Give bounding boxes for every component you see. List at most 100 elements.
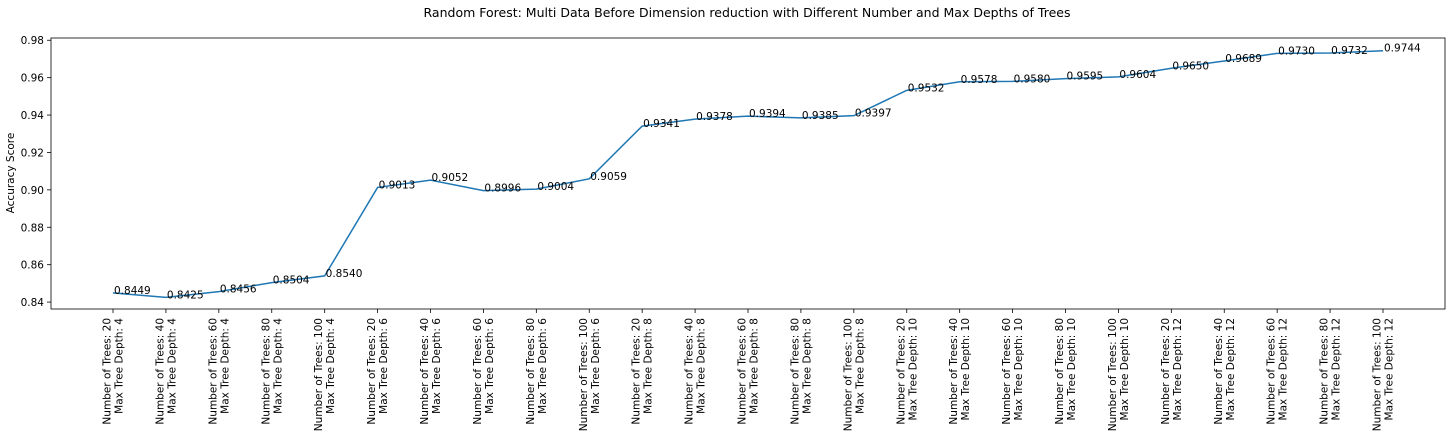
- x-tick-label: Number of Trees: 40Max Tree Depth: 8: [684, 318, 708, 425]
- data-label: 0.9689: [1225, 53, 1262, 65]
- data-label: 0.8996: [484, 183, 521, 195]
- data-label: 0.9580: [1014, 73, 1051, 85]
- x-tick-label: Number of Trees: 40Max Tree Depth: 10: [948, 318, 972, 425]
- x-tick-label: Number of Trees: 60Max Tree Depth: 8: [737, 318, 761, 425]
- data-label: 0.9604: [1119, 69, 1156, 81]
- x-tick-label: Number of Trees: 60Max Tree Depth: 4: [207, 318, 231, 425]
- x-tick-label-line: Number of Trees: 80: [260, 318, 272, 425]
- x-tick-label-line: Max Tree Depth: 8: [854, 318, 866, 414]
- x-tick-label: Number of Trees: 60Max Tree Depth: 10: [1001, 318, 1025, 425]
- x-tick-label-line: Number of Trees: 20: [102, 318, 114, 425]
- x-tick-label-line: Max Tree Depth: 4: [114, 318, 126, 414]
- data-label: 0.8456: [220, 284, 257, 296]
- data-label: 0.9744: [1384, 43, 1421, 55]
- y-tick-label: 0.92: [21, 147, 44, 159]
- data-label: 0.9397: [855, 108, 892, 120]
- x-tick-label: Number of Trees: 60Max Tree Depth: 12: [1266, 318, 1290, 425]
- data-label: 0.9052: [432, 172, 469, 184]
- x-tick-label: Number of Trees: 100Max Tree Depth: 6: [578, 318, 602, 432]
- x-tick-label: Number of Trees: 80Max Tree Depth: 8: [789, 318, 813, 425]
- data-label: 0.8449: [114, 285, 151, 297]
- data-label: 0.9532: [908, 82, 945, 94]
- x-tick-label: Number of Trees: 100Max Tree Depth: 12: [1372, 318, 1396, 431]
- x-tick-label-line: Number of Trees: 80: [789, 318, 801, 425]
- data-label: 0.9341: [643, 118, 680, 130]
- data-label: 0.9578: [961, 74, 998, 86]
- y-tick-label: 0.84: [21, 297, 45, 309]
- x-tick-label-line: Number of Trees: 60: [737, 318, 749, 425]
- x-tick-label-line: Number of Trees: 80: [1054, 318, 1066, 425]
- x-tick-label-line: Number of Trees: 40: [154, 318, 166, 425]
- x-tick-label-line: Number of Trees: 60: [207, 318, 219, 425]
- x-tick-label: Number of Trees: 100Max Tree Depth: 4: [313, 318, 337, 432]
- x-tick-label-line: Max Tree Depth: 12: [1172, 318, 1184, 420]
- data-label: 0.9013: [379, 179, 416, 191]
- y-axis-label: Accuracy Score: [5, 133, 17, 214]
- x-tick-label-line: Max Tree Depth: 6: [378, 318, 390, 414]
- x-tick-label: Number of Trees: 80Max Tree Depth: 6: [525, 318, 549, 425]
- data-label: 0.9730: [1278, 45, 1315, 57]
- data-label: 0.9059: [590, 171, 627, 183]
- data-label: 0.8540: [326, 268, 363, 280]
- x-tick-label-line: Number of Trees: 40: [948, 318, 960, 425]
- x-tick-label: Number of Trees: 80Max Tree Depth: 4: [260, 318, 284, 425]
- data-labels: 0.8449 0.8425 0.8456 0.8504 0.8540 0.9013 0.90…: [114, 43, 1421, 302]
- x-tick-label-line: Number of Trees: 40: [419, 318, 431, 425]
- x-tick-label-line: Max Tree Depth: 12: [1278, 318, 1290, 420]
- y-tick-label: 0.90: [21, 185, 44, 197]
- x-tick-label: Number of Trees: 40Max Tree Depth: 12: [1213, 318, 1237, 425]
- x-tick-label-line: Number of Trees: 40: [1213, 318, 1225, 425]
- x-tick-label-line: Number of Trees: 20: [366, 318, 378, 425]
- plot-frame: [50, 37, 1446, 310]
- data-label: 0.8425: [167, 289, 204, 301]
- x-tick-label: Number of Trees: 100Max Tree Depth: 10: [1107, 318, 1131, 431]
- data-label: 0.9385: [802, 110, 839, 122]
- x-tick-label: Number of Trees: 40Max Tree Depth: 6: [419, 318, 443, 425]
- x-tick-label-line: Max Tree Depth: 8: [643, 318, 655, 414]
- x-tick-label: Number of Trees: 100Max Tree Depth: 8: [842, 318, 866, 431]
- x-tick-label-line: Number of Trees: 40: [684, 318, 696, 425]
- x-tick-label-line: Number of Trees: 60: [1001, 318, 1013, 425]
- x-tick-label: Number of Trees: 80Max Tree Depth: 12: [1319, 318, 1343, 425]
- x-tick-label-line: Max Tree Depth: 10: [1119, 318, 1131, 420]
- x-tick-label-line: Number of Trees: 100: [842, 318, 854, 431]
- x-tick-label-line: Max Tree Depth: 6: [484, 318, 496, 414]
- x-tick-label: Number of Trees: 20Max Tree Depth: 4: [102, 318, 126, 425]
- x-tick-label-line: Max Tree Depth: 4: [166, 318, 178, 414]
- x-tick-label-line: Max Tree Depth: 6: [431, 318, 443, 414]
- y-tick-label: 0.98: [21, 35, 44, 47]
- data-label: 0.9650: [1172, 60, 1209, 72]
- x-tick-label-line: Number of Trees: 100: [313, 318, 325, 431]
- x-axis: Number of Trees: 20Max Tree Depth: 4 Numb…: [102, 309, 1396, 431]
- data-label: 0.9378: [696, 111, 733, 123]
- x-tick-label-line: Max Tree Depth: 4: [272, 318, 284, 414]
- data-label: 0.9004: [537, 181, 574, 193]
- x-tick-label-line: Max Tree Depth: 4: [325, 318, 337, 414]
- x-tick-label-line: Max Tree Depth: 6: [590, 318, 602, 414]
- x-tick-label-line: Max Tree Depth: 10: [960, 318, 972, 420]
- x-tick-label: Number of Trees: 80Max Tree Depth: 10: [1054, 318, 1078, 425]
- x-tick-label-line: Max Tree Depth: 10: [1066, 318, 1078, 420]
- chart-title: Random Forest: Multi Data Before Dimensi…: [424, 5, 1071, 20]
- x-tick-label-line: Number of Trees: 100: [1372, 318, 1384, 431]
- x-tick-label: Number of Trees: 20Max Tree Depth: 12: [1160, 318, 1184, 425]
- x-tick-label: Number of Trees: 20Max Tree Depth: 6: [366, 318, 390, 425]
- data-label: 0.8504: [273, 275, 310, 287]
- x-tick-label-line: Number of Trees: 20: [895, 318, 907, 425]
- x-tick-label-line: Max Tree Depth: 10: [907, 318, 919, 420]
- x-tick-label-line: Number of Trees: 60: [1266, 318, 1278, 425]
- x-tick-label-line: Number of Trees: 80: [525, 318, 537, 425]
- x-tick-label-line: Max Tree Depth: 12: [1384, 318, 1396, 420]
- y-tick-label: 0.88: [21, 222, 44, 234]
- data-label: 0.9732: [1331, 45, 1368, 57]
- x-tick-label-line: Number of Trees: 20: [631, 318, 643, 425]
- x-tick-label-line: Max Tree Depth: 8: [801, 318, 813, 414]
- x-tick-label-line: Max Tree Depth: 4: [219, 318, 231, 414]
- y-axis: 0.84 0.86 0.88 0.90 0.92 0.94 0.96 0.98: [21, 35, 51, 309]
- x-tick-label-line: Number of Trees: 60: [472, 318, 484, 425]
- x-tick-label-line: Number of Trees: 100: [578, 318, 590, 431]
- x-tick-label-line: Max Tree Depth: 8: [696, 318, 708, 414]
- x-tick-label-line: Max Tree Depth: 6: [537, 318, 549, 414]
- x-tick-label: Number of Trees: 40Max Tree Depth: 4: [154, 318, 178, 425]
